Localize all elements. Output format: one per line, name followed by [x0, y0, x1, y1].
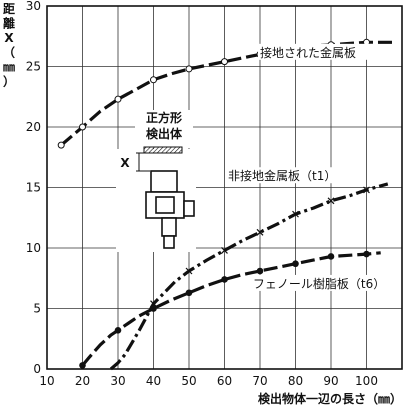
x-tick-label: 100 [355, 374, 378, 388]
plot-frame [46, 5, 403, 370]
x-tick-label: 20 [75, 374, 90, 388]
data-point [185, 65, 193, 73]
sensor-body [145, 170, 195, 249]
y-tick-label: 20 [26, 120, 41, 134]
x-tick-label: 70 [252, 374, 267, 388]
data-point [221, 276, 228, 283]
y-axis-title-char: 距 [3, 2, 15, 16]
x-tick-label: 90 [323, 374, 338, 388]
data-point [57, 141, 65, 149]
data-point [363, 250, 370, 258]
data-point [221, 58, 228, 66]
y-tick-label: 25 [26, 60, 41, 74]
x-axis-title: 検出物体一辺の長さ（㎜） [258, 391, 402, 406]
inset-label: 正方形 [146, 110, 182, 125]
x-tick-label: 50 [181, 374, 196, 388]
data-point [114, 95, 122, 103]
y-axis-title: 距離X（㎜） [3, 2, 15, 89]
data-point [292, 260, 299, 268]
data-point [150, 305, 157, 312]
x-tick-label: 30 [110, 374, 125, 388]
data-point [256, 228, 264, 236]
data-point [256, 267, 264, 275]
grid [47, 6, 402, 369]
y-tick-label: 10 [26, 241, 41, 255]
labels: 検出物体一辺の長さ（㎜）距離X（㎜） [3, 2, 402, 406]
data-point [185, 289, 193, 297]
data-point [327, 253, 335, 260]
series-label: 接地された金属板 [260, 45, 356, 60]
y-tick-label: 5 [33, 302, 41, 316]
data-point [79, 362, 86, 369]
data-point [150, 300, 157, 308]
y-axis-title-char: （ [3, 45, 15, 60]
y-axis-title-char: ） [3, 74, 15, 89]
distance-label: X [120, 156, 130, 170]
inset-label: 検出体 [146, 126, 183, 141]
y-axis-title-char: 離 [3, 16, 15, 31]
data-point [363, 186, 370, 194]
data-point [79, 123, 86, 131]
data-point [150, 76, 157, 84]
series-label-bg [258, 43, 378, 60]
data-point [221, 246, 228, 254]
data-point [185, 267, 193, 275]
y-axis-title-char: ㎜ [3, 60, 15, 74]
series-label: 非接地金属板（t1） [228, 168, 336, 183]
y-tick-label: 15 [26, 181, 41, 195]
series-1: 接地された金属板 [57, 38, 395, 149]
series-2: 非接地金属板（t1） [109, 167, 389, 371]
x-tick-label: 60 [217, 374, 232, 388]
x-tick-label: 10 [39, 374, 54, 388]
y-axis-title-char: X [4, 31, 14, 45]
series-line [81, 251, 381, 367]
series-3: フェノール樹脂板（t6） [79, 250, 385, 369]
series-line [109, 182, 389, 371]
x-tick-label: 80 [288, 374, 303, 388]
series-label: フェノール樹脂板（t6） [253, 276, 385, 291]
x-tick-label: 40 [146, 374, 161, 388]
series-label-bg [250, 274, 371, 291]
data-point [327, 197, 335, 205]
inset-label-bg [135, 110, 193, 148]
data-point [292, 210, 299, 218]
series-label-bg [226, 167, 347, 184]
axis-ticks: 10 20 30 40 50 60 70 80 90 100 0 5 10 15 20 25 30 [26, 0, 378, 388]
data-point [114, 326, 122, 334]
target-plate [143, 146, 183, 154]
y-tick-label: 0 [33, 362, 41, 376]
y-tick-label: 30 [26, 0, 41, 13]
